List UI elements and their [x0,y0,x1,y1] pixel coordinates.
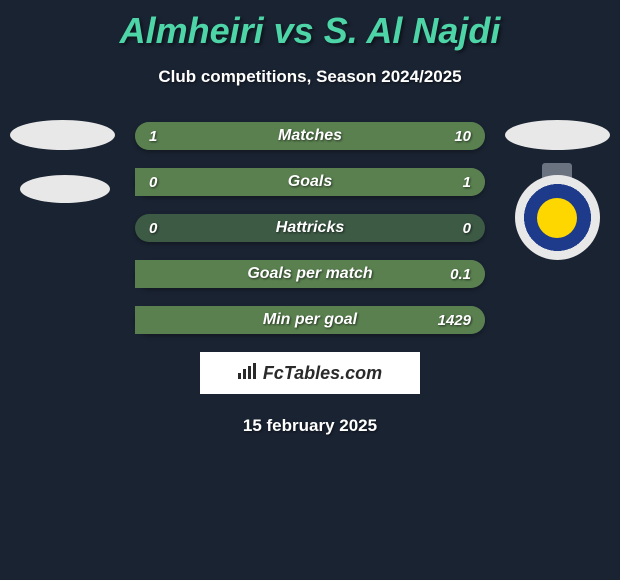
stat-left-value: 0 [149,220,157,237]
stat-row-goals-per-match: Goals per match 0.1 [135,260,485,288]
stat-row-matches: 1 Matches 10 [135,122,485,150]
stat-left-value: 1 [149,128,157,145]
stat-right-value: 10 [454,128,471,145]
player-right-avatars [505,120,610,260]
player-right-avatar [505,120,610,150]
chart-icon [238,363,258,384]
stat-left-value: 0 [149,174,157,191]
player-left-avatars [10,120,115,228]
stats-container: 1 Matches 10 0 Goals 1 0 Hattricks 0 Goa… [135,122,485,334]
stat-right-value: 1429 [438,312,471,329]
comparison-title: Almheiri vs S. Al Najdi [0,0,620,52]
subtitle: Club competitions, Season 2024/2025 [0,67,620,87]
stat-label: Min per goal [263,311,357,329]
player-left-avatar [10,120,115,150]
brand-text: FcTables.com [263,363,382,384]
stat-row-min-per-goal: Min per goal 1429 [135,306,485,334]
stat-row-hattricks: 0 Hattricks 0 [135,214,485,242]
stat-right-value: 0 [463,220,471,237]
badge-inner [537,198,577,238]
club-left-avatar [20,175,110,203]
stat-label: Matches [278,127,342,145]
stat-row-goals: 0 Goals 1 [135,168,485,196]
date-label: 15 february 2025 [0,416,620,436]
stat-label: Goals [288,173,332,191]
stat-right-value: 1 [463,174,471,191]
stat-label: Goals per match [247,265,372,283]
brand-box[interactable]: FcTables.com [200,352,420,394]
stat-label: Hattricks [276,219,344,237]
badge-circle [515,175,600,260]
stat-right-value: 0.1 [450,266,471,283]
club-right-badge [507,175,607,260]
